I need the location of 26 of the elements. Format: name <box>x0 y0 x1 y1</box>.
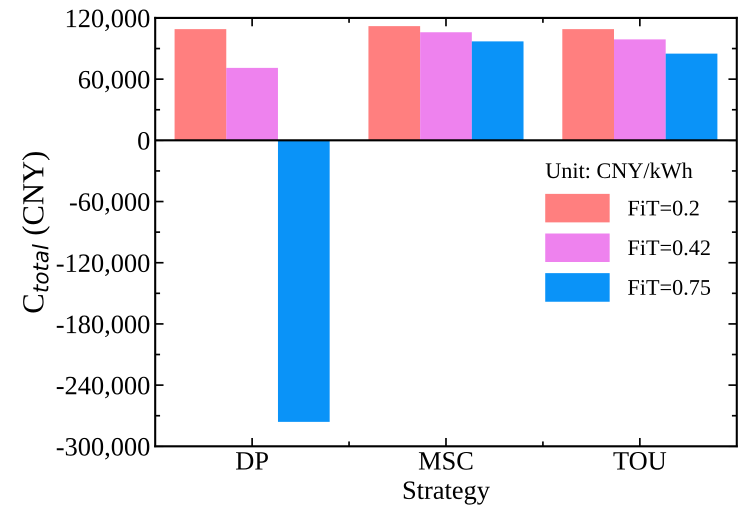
bar <box>666 54 718 140</box>
y-tick-label: 60,000 <box>78 70 150 92</box>
bar <box>174 29 226 140</box>
y-tick-label: -240,000 <box>56 376 150 398</box>
legend-label: FiT=0.75 <box>628 280 710 296</box>
bar <box>226 68 278 140</box>
y-tick-label: -180,000 <box>56 316 150 338</box>
y-tick-label: 0 <box>138 132 150 150</box>
y-tick-label: -120,000 <box>56 254 150 276</box>
x-tick-label: MSC <box>418 452 472 470</box>
y-axis-title: C$_{total}$ (CNY) <box>22 152 50 312</box>
bar <box>368 26 420 140</box>
bar <box>614 39 666 140</box>
bar <box>278 140 330 422</box>
bar <box>562 29 614 140</box>
bar <box>472 41 524 140</box>
y-tick-label: -300,000 <box>56 438 150 460</box>
x-tick-label: TOU <box>613 452 666 470</box>
x-axis-title: Strategy <box>404 481 490 505</box>
legend-label: FiT=0.42 <box>628 240 710 256</box>
legend-label: FiT=0.2 <box>628 200 699 216</box>
legend-title: Unit: CNY/kWh <box>546 162 692 178</box>
y-tick-label: 120,000 <box>66 10 150 32</box>
x-tick-label: DP <box>236 452 268 470</box>
y-tick-label: -60,000 <box>70 193 150 215</box>
bar <box>420 32 472 140</box>
